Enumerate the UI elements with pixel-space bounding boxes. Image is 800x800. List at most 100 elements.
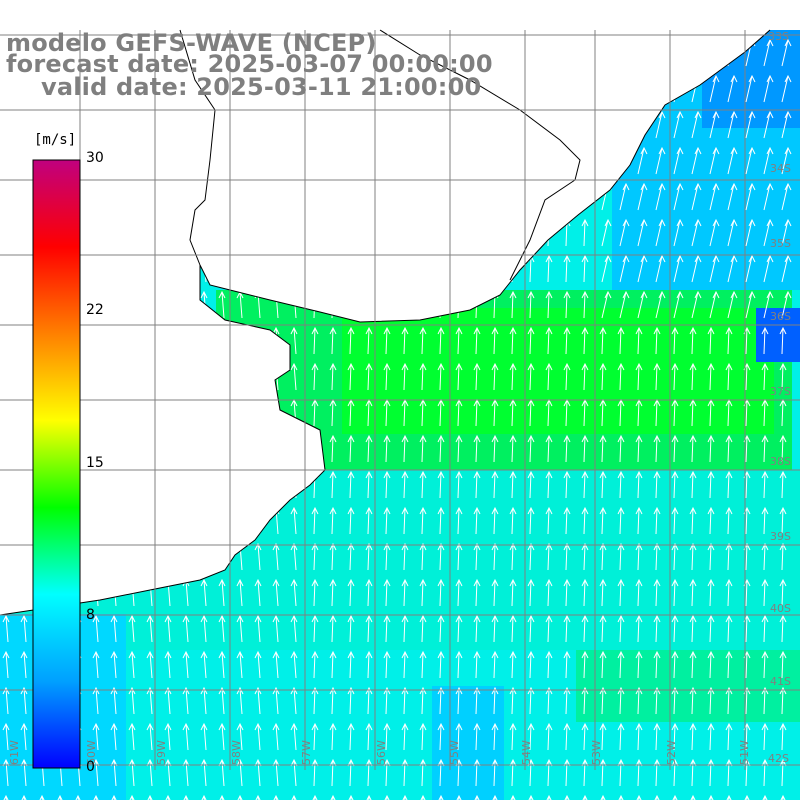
wind-arrow [689,758,697,787]
wind-arrow [383,686,391,715]
wind-speed-cell [306,308,324,326]
wind-arrow [761,326,769,355]
wind-speed-cell [666,488,684,506]
wind-arrow [491,506,499,535]
wind-arrow [509,686,517,715]
wind-speed-cell [666,416,684,434]
wind-speed-cell [630,164,648,182]
wind-speed-cell [450,488,468,506]
wind-speed-cell [360,344,378,362]
wind-speed-cell [216,722,234,740]
wind-speed-cell [558,452,576,470]
wind-arrow [527,326,535,355]
wind-speed-cell [396,344,414,362]
wind-speed-cell [594,272,612,290]
wind-speed-cell [612,596,630,614]
wind-speed-cell [360,632,378,650]
wind-speed-cell [468,776,486,794]
wind-arrow [290,686,298,715]
wind-arrow [637,218,648,247]
wind-speed-cell [720,668,738,686]
wind-speed-cell [126,776,144,794]
wind-arrow [455,506,463,535]
wind-arrow [419,470,427,499]
wind-speed-cell [216,614,234,632]
longitude-label: 60W [85,740,98,765]
wind-speed-cell [504,596,522,614]
wind-arrow [437,794,445,800]
wind-speed-cell [774,416,792,434]
wind-speed-cell [648,632,666,650]
wind-arrow [563,326,571,355]
wind-speed-cell [558,668,576,686]
wind-arrow [455,326,463,355]
wind-speed-cell [234,686,252,704]
wind-arrow [92,650,100,679]
wind-arrow [491,722,499,751]
wind-arrow [527,614,535,643]
wind-arrow [707,686,715,715]
wind-arrow [671,722,679,751]
wind-speed-cell [666,182,684,200]
wind-speed-cell [162,776,180,794]
wind-speed-cell [720,290,738,308]
wind-arrow [401,794,409,800]
wind-arrow [781,254,792,283]
wind-speed-cell [612,236,630,254]
wind-arrow [689,578,697,607]
wind-speed-cell [72,776,90,794]
wind-arrow [401,506,409,535]
wind-speed-cell [180,632,198,650]
wind-arrow [635,686,643,715]
wind-arrow [727,218,738,247]
wind-speed-cell [756,254,774,272]
wind-arrow [347,758,355,787]
wind-speed-cell [504,776,522,794]
wind-speed-cell [108,704,126,722]
wind-speed-cell [792,776,800,794]
wind-speed-cell [792,146,800,164]
wind-speed-cell [486,452,504,470]
wind-speed-cell [18,632,36,650]
wind-arrow [182,722,190,751]
wind-speed-cell [612,560,630,578]
wind-arrow [707,614,715,643]
wind-speed-cell [720,740,738,758]
wind-arrow [419,326,427,355]
wind-speed-cell [90,776,108,794]
wind-speed-cell [0,704,18,722]
wind-speed-cell [612,632,630,650]
wind-arrow [599,434,607,463]
wind-speed-cell [702,596,720,614]
wind-arrow [92,686,100,715]
wind-speed-cell [792,614,800,632]
wind-arrow [419,578,427,607]
latitude-label: 34S [770,162,791,175]
country-border [379,29,581,281]
wind-arrow [329,326,337,355]
wind-speed-cell [342,452,360,470]
wind-arrow [689,470,697,499]
wind-speed-cell [360,416,378,434]
wind-arrow [401,722,409,751]
wind-arrow [601,290,612,319]
wind-speed-cell [684,218,702,236]
wind-arrow [761,686,769,715]
wind-speed-cell [252,758,270,776]
longitude-label: 52W [665,740,678,765]
wind-arrow [401,758,409,787]
wind-speed-cell [144,650,162,668]
wind-arrow [200,758,208,787]
wind-arrow [290,326,298,355]
wind-speed-cell [144,722,162,740]
wind-speed-cell [594,632,612,650]
wind-speed-cell [792,380,800,398]
wind-arrow [673,218,684,247]
wind-speed-cell [684,524,702,542]
wind-arrow [473,722,481,751]
wind-speed-cell [306,560,324,578]
wind-speed-cell [774,92,792,110]
wind-speed-cell [666,596,684,614]
wind-arrow [635,794,643,800]
wind-speed-cell [432,596,450,614]
